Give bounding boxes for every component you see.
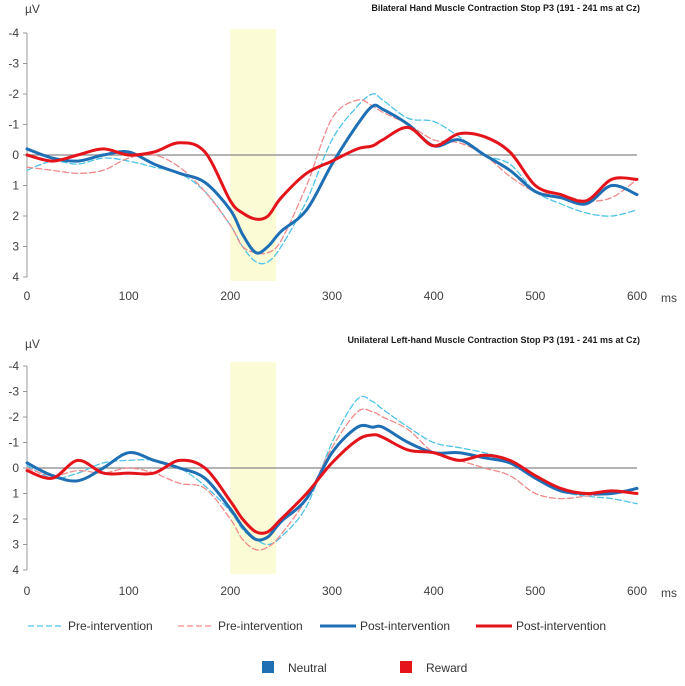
- y-tick-label: 1: [12, 179, 19, 193]
- y-tick-label: 4: [12, 563, 19, 577]
- y-tick-label: 4: [12, 270, 19, 284]
- x-tick-label: 200: [220, 584, 240, 598]
- legend-condition-label: Reward: [426, 661, 467, 675]
- y-tick-label: 2: [12, 209, 19, 223]
- x-tick-label: 300: [322, 289, 342, 303]
- legend-condition-swatch: [262, 661, 274, 673]
- line-legend: Pre-intervention Pre-intervention Post-int…: [28, 619, 606, 633]
- x-tick-label: 100: [119, 289, 139, 303]
- legend-line-label: Post-intervention: [516, 619, 606, 633]
- legend-line-label: Pre-intervention: [218, 619, 303, 633]
- y-tick-label: -4: [8, 26, 19, 40]
- x-tick-label: 400: [424, 584, 444, 598]
- chart-title: Unilateral Left-hand Muscle Contraction …: [347, 335, 640, 345]
- x-tick-label: 500: [525, 584, 545, 598]
- x-unit-label: ms: [661, 291, 677, 305]
- x-tick-label: 0: [24, 584, 31, 598]
- legend-condition-swatch: [400, 661, 412, 673]
- y-tick-label: -2: [8, 87, 19, 101]
- x-tick-label: 500: [525, 289, 545, 303]
- y-tick-label: -1: [8, 118, 19, 132]
- y-tick-label: -3: [8, 385, 19, 399]
- legend-line-label: Post-intervention: [360, 619, 450, 633]
- x-tick-label: 600: [627, 289, 647, 303]
- chart-title: Bilateral Hand Muscle Contraction Stop P…: [371, 3, 640, 13]
- legend-line-label: Pre-intervention: [68, 619, 153, 633]
- y-tick-label: 2: [12, 512, 19, 526]
- series-line-post-reward: [25, 125, 639, 221]
- y-tick-label: 3: [12, 240, 19, 254]
- x-tick-label: 200: [220, 289, 240, 303]
- series-line-pre-reward: [26, 99, 638, 255]
- y-tick-label: 3: [12, 538, 19, 552]
- y-unit-label: µV: [25, 2, 40, 16]
- series-line-post-reward: [25, 433, 639, 535]
- y-tick-label: -3: [8, 57, 19, 71]
- condition-legend: Neutral Reward: [262, 661, 467, 675]
- x-tick-label: 0: [24, 289, 31, 303]
- chart-bilateral: µV Bilateral Hand Muscle Contraction Sto…: [8, 2, 677, 305]
- y-tick-label: 0: [12, 148, 19, 162]
- x-tick-label: 100: [119, 584, 139, 598]
- x-tick-label: 600: [627, 584, 647, 598]
- y-tick-label: -2: [8, 410, 19, 424]
- series-line-pre-neutral: [26, 93, 638, 265]
- legend-condition-label: Neutral: [288, 661, 327, 675]
- series-line-post-neutral: [25, 103, 639, 255]
- y-tick-label: -1: [8, 436, 19, 450]
- y-tick-label: -4: [8, 359, 19, 373]
- series-line-pre-neutral: [26, 395, 638, 546]
- y-tick-label: 1: [12, 487, 19, 501]
- x-tick-label: 300: [322, 584, 342, 598]
- x-tick-label: 400: [424, 289, 444, 303]
- x-unit-label: ms: [661, 586, 677, 600]
- y-unit-label: µV: [25, 337, 40, 351]
- y-tick-label: 0: [12, 461, 19, 475]
- chart-unilateral: µV Unilateral Left-hand Muscle Contracti…: [8, 335, 677, 600]
- series-line-pre-reward: [26, 408, 638, 551]
